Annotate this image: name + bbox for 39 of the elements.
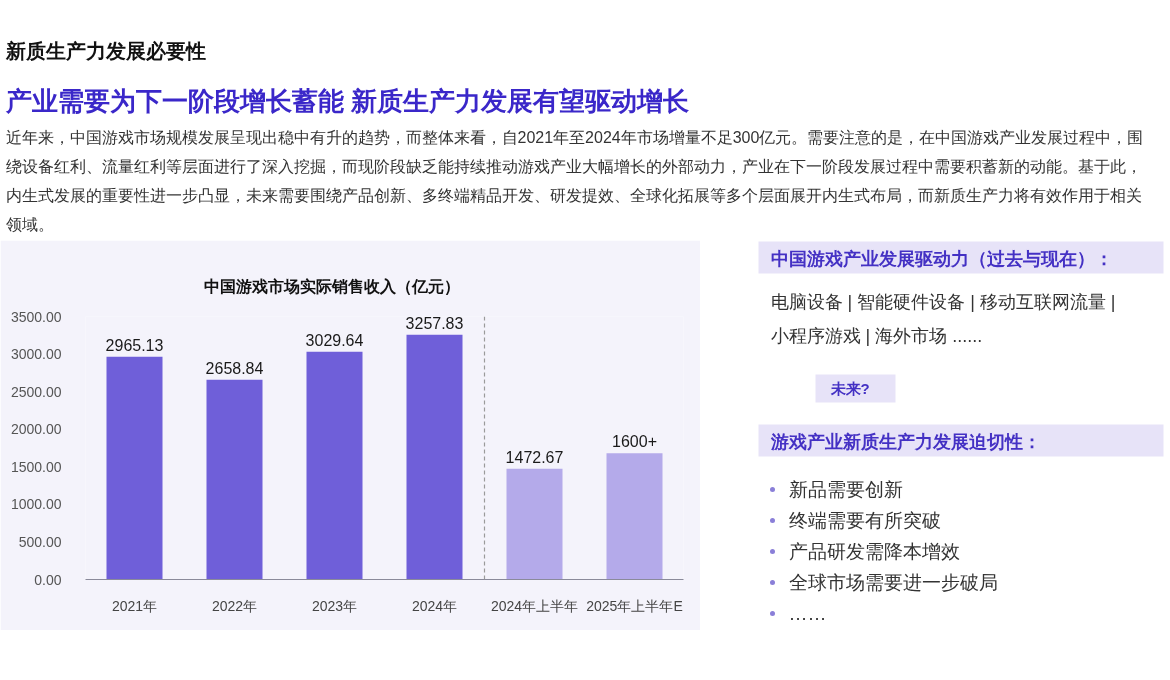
bar: [606, 453, 663, 580]
x-tick-label: 2025年上半年E: [586, 597, 683, 614]
y-tick-label: 2500.00: [10, 383, 62, 400]
x-tick-label: 2021年: [111, 597, 158, 614]
text: 产业需要为下一阶段增长蓄能 新质生产力发展有望驱动增长: [4, 85, 689, 116]
x-tick-label: 2024年上半年: [490, 597, 579, 614]
text: 游戏产业新质生产力发展迫切性：: [769, 431, 1041, 452]
bar: [406, 334, 463, 580]
x-tick-label: 2023年: [311, 597, 358, 614]
bar: [506, 468, 563, 580]
y-tick-label: 2000.00: [10, 421, 62, 438]
y-tick-label: 3000.00: [10, 346, 62, 363]
text: 未来?: [829, 380, 870, 397]
bar: [106, 356, 163, 580]
chart-title: 中国游戏市场实际销售收入（亿元）: [203, 277, 460, 296]
text: 电脑设备 | 智能硬件设备 | 移动互联网流量 | 小程序游戏 | 海外市场 ......: [770, 291, 1116, 346]
text: 新质生产力发展必要性: [4, 39, 206, 62]
data-label: 3029.64: [305, 331, 364, 349]
data-label: 2965.13: [105, 336, 164, 354]
y-tick-label: 3500.00: [10, 308, 62, 325]
text: 产品研发需降本增效: [788, 541, 960, 562]
data-label: 1472.67: [505, 448, 564, 466]
text: 终端需要有所突破: [788, 510, 941, 531]
x-tick-label: 2022年: [211, 597, 258, 614]
data-label: 1600+: [612, 433, 657, 451]
x-tick-label: 2024年: [411, 597, 458, 614]
data-label: 3257.83: [405, 314, 464, 332]
bar: [306, 351, 363, 580]
text: 中国游戏产业发展驱动力（过去与现在）：: [770, 248, 1113, 269]
bar: [206, 379, 263, 580]
text: 新品需要创新: [788, 479, 903, 500]
text: ……: [788, 603, 827, 624]
y-tick-label: 0.00: [34, 571, 62, 588]
text: 全球市场需要进一步破局: [788, 572, 998, 593]
y-tick-label: 1500.00: [10, 458, 62, 475]
y-tick-label: 1000.00: [10, 496, 62, 513]
data-label: 2658.84: [205, 359, 264, 377]
text: 近年来，中国游戏市场规模发展呈现出稳中有升的趋势，而整体来看，自2021年至2024年市场增量不足300亿元。需要注意的是，在中国游戏产业发展过程中，围绕设备红利、流量红利等层面进行了深入挖掘，而现阶段缺乏能持续推动游戏产业大幅增长的外部动力，产业在下一阶段发展过程中需要积蓄新的动能。基于此，内生式发展的重要性进一步凸显，未来需要围绕产品创新、多终端精品开发、研发提效、全球化拓展等多个层面展开内生式布局，而新质生产力将有效作用于相关领域。: [5, 129, 1144, 233]
y-tick-label: 500.00: [18, 533, 62, 550]
